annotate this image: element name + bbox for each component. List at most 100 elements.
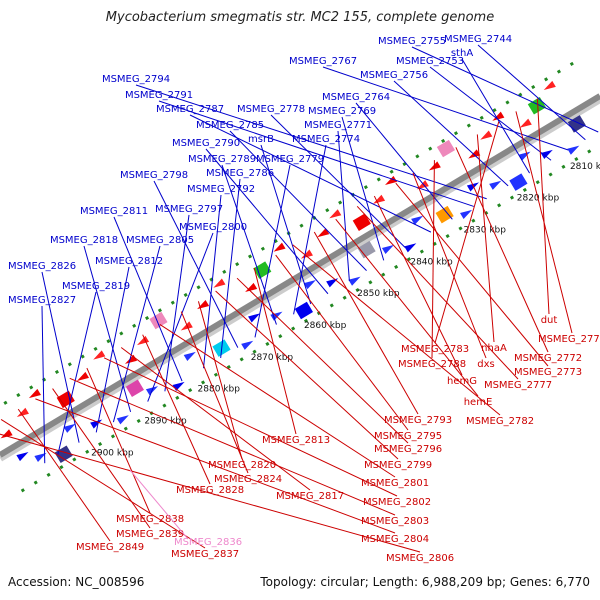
forward-gene-arrow — [348, 276, 361, 286]
forward-leader-line — [135, 84, 487, 200]
forward-gene-label: MSMEG_2778 — [237, 104, 305, 115]
forward-leader-line — [41, 271, 80, 443]
forward-gene-label: MSMEG_2779 — [256, 154, 324, 165]
reverse-leader-line — [35, 398, 396, 534]
reverse-gene-label: MSMEG_2795 — [374, 431, 442, 442]
kbp-label: 2850 kbp — [357, 289, 400, 299]
reverse-gene-box — [352, 213, 371, 231]
reverse-gene-arrow — [136, 335, 150, 346]
reverse-gene-label: MSMEG_2799 — [364, 460, 432, 471]
reverse-gene-arrow — [213, 278, 226, 288]
reverse-gene-label: MSMEG_2801 — [361, 478, 429, 489]
reverse-gene-arrow — [300, 249, 313, 259]
forward-gene-arrow — [183, 351, 196, 361]
forward-leader-line — [221, 164, 277, 325]
forward-leader-line — [254, 164, 291, 338]
reverse-gene-arrow — [519, 118, 532, 128]
forward-leader-line — [41, 305, 46, 464]
forward-leader-line — [293, 144, 327, 315]
forward-gene-arrow — [518, 151, 531, 161]
pink-gene-label: MSMEG_2836 — [174, 537, 242, 548]
forward-gene-arrow — [489, 180, 502, 190]
reverse-gene-arrow — [372, 194, 386, 204]
reverse-gene-arrow — [492, 111, 505, 121]
reverse-leader-line — [180, 311, 249, 474]
forward-gene-label: MSMEG_2790 — [172, 138, 240, 149]
forward-gene-arrow — [381, 244, 395, 255]
reverse-leader-line — [292, 244, 501, 416]
forward-leader-line — [203, 194, 222, 369]
reverse-leader-line — [215, 290, 399, 460]
forward-gene-box — [435, 205, 454, 224]
reverse-gene-label: dut — [541, 315, 558, 326]
reverse-leader-line — [313, 231, 419, 415]
forward-gene-box — [54, 445, 73, 463]
reverse-gene-box — [253, 261, 272, 279]
forward-gene-label: MSMEG_2818 — [50, 235, 118, 246]
reverse-gene-label: MSMEG_2813 — [262, 435, 330, 446]
forward-gene-arrow — [411, 215, 424, 225]
reverse-gene-label: MSMEG_2770 — [538, 334, 600, 345]
reverse-leader-line — [536, 98, 550, 315]
forward-leader-line — [147, 232, 214, 402]
reverse-gene-arrow — [385, 175, 398, 186]
forward-leader-line — [260, 144, 312, 305]
reverse-leader-line — [0, 433, 421, 553]
forward-gene-label: MSMEG_2791 — [125, 90, 193, 101]
forward-gene-label: MSMEG_2785 — [196, 120, 264, 131]
forward-gene-label: MSMEG_2744 — [444, 34, 512, 45]
reverse-gene-box — [436, 139, 456, 158]
reverse-leader-line — [142, 334, 211, 485]
forward-leader-line — [220, 178, 241, 358]
kbp-label: 2890 kbp — [144, 417, 187, 427]
forward-leader-line — [113, 216, 183, 382]
kbp-label: 2810 kbp — [570, 162, 600, 172]
forward-gene-label: MSMEG_2787 — [156, 104, 224, 115]
forward-gene-label: MSMEG_2794 — [102, 74, 170, 85]
forward-gene-label: MSMEG_2797 — [155, 204, 223, 215]
forward-gene-label: MSMEG_2826 — [8, 261, 76, 272]
reverse-gene-label: MSMEG_2817 — [276, 491, 344, 502]
forward-gene-label: sthA — [451, 48, 473, 59]
reverse-leader-line — [236, 277, 409, 444]
forward-gene-label: MSMEG_2756 — [360, 70, 428, 81]
forward-leader-line — [429, 66, 552, 161]
reverse-leader-line — [103, 357, 398, 497]
forward-gene-arrow — [241, 340, 254, 350]
reverse-gene-arrow — [273, 242, 286, 252]
forward-gene-label: MSMEG_2764 — [322, 92, 390, 103]
reverse-leader-line — [253, 267, 297, 435]
forward-leader-line — [322, 66, 569, 151]
reverse-gene-label: MSMEG_2796 — [374, 444, 442, 455]
forward-gene-arrow — [404, 243, 417, 253]
forward-leader-line — [95, 266, 130, 433]
forward-leader-line — [164, 214, 190, 392]
map-title: Mycobacterium smegmatis str. MC2 155, co… — [105, 10, 495, 25]
reverse-gene-arrow — [28, 388, 41, 399]
forward-leader-line — [57, 291, 97, 456]
reverse-gene-label: MSMEG_2806 — [386, 553, 454, 564]
reverse-leader-line — [335, 218, 479, 397]
forward-gene-arrow — [63, 423, 76, 433]
reverse-gene-label: MSMEG_2772 — [514, 353, 582, 364]
reverse-gene-label: MSMEG_2837 — [171, 549, 239, 560]
reverse-gene-arrow — [416, 180, 429, 190]
forward-gene-label: MSMEG_2798 — [120, 170, 188, 181]
forward-gene-box — [357, 240, 376, 259]
reverse-gene-label: MSMEG_2782 — [466, 416, 534, 427]
forward-gene-box — [509, 173, 528, 191]
forward-gene-arrow — [326, 278, 339, 288]
reverse-gene-label: dxs — [477, 359, 494, 370]
reverse-gene-label: MSMEG_2783 — [401, 344, 469, 355]
reverse-gene-box — [149, 311, 168, 330]
forward-gene-arrow — [116, 415, 129, 425]
reverse-gene-box — [56, 390, 75, 409]
kbp-label: 2880 kbp — [198, 385, 241, 395]
reverse-gene-label: MSMEG_2824 — [214, 474, 282, 485]
pink-leader-line — [129, 469, 189, 540]
forward-gene-label: MSMEG_2811 — [80, 206, 148, 217]
reverse-gene-label: hemE — [464, 397, 493, 408]
reverse-gene-arrow — [329, 209, 342, 219]
reverse-leader-line — [412, 172, 487, 359]
